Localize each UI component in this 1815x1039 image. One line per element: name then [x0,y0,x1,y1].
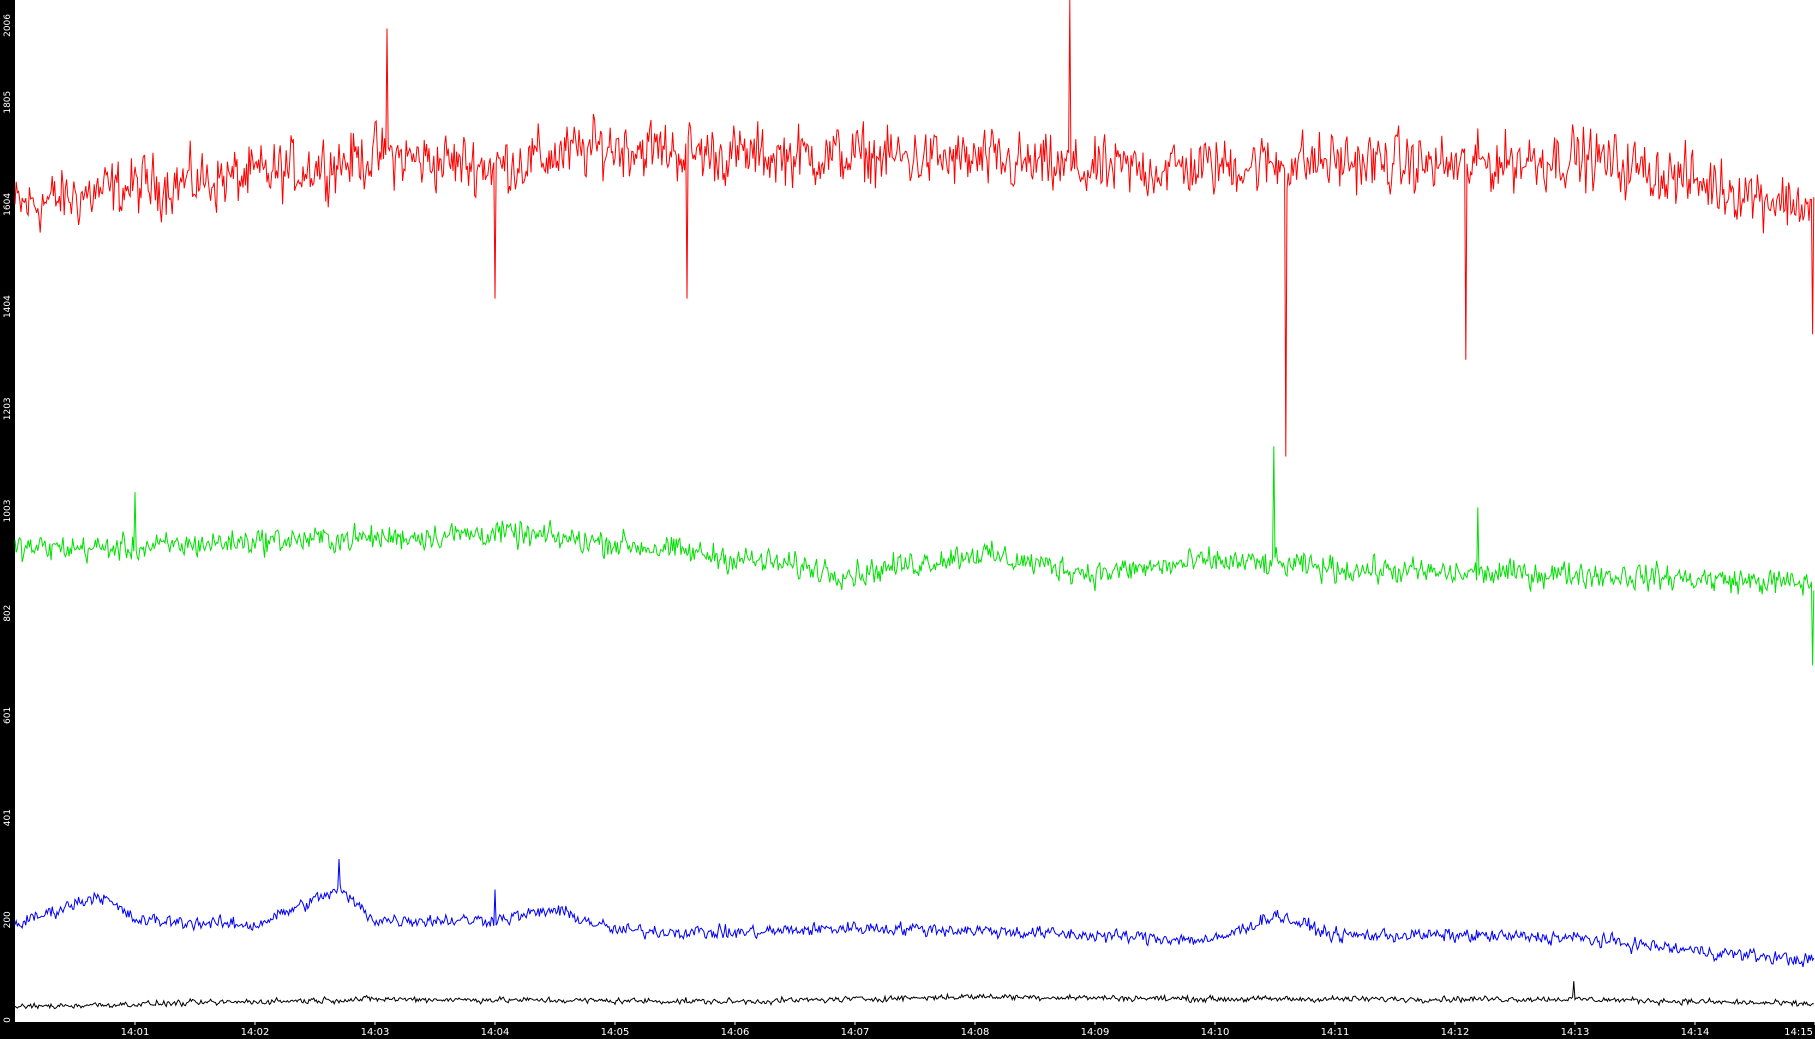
y-tick-label: 2006 [3,14,13,37]
series-line-1 [14,0,1815,457]
y-axis-band [0,0,15,1026]
x-tick-label: 14:06 [721,1027,750,1038]
x-tick-label: 14:04 [481,1027,510,1038]
x-tick-label: 14:10 [1201,1027,1230,1038]
y-tick-label: 1203 [3,397,13,420]
series-line-2 [14,446,1815,666]
y-axis-ticks: 0 200 401 601 802 1003 1203 1404 1604 1805 2006 [3,14,13,1023]
y-tick-label: 1404 [3,295,13,318]
y-tick-label: 401 [3,809,13,826]
x-tick-label: 14:02 [241,1027,270,1038]
x-tick-label: 14:01 [121,1027,150,1038]
y-tick-label: 1805 [3,91,13,114]
x-tick-label: 14:14 [1681,1027,1710,1038]
x-tick-label: 14:11 [1321,1027,1350,1038]
y-tick-label: 601 [3,707,13,724]
x-tick-label: 14:03 [361,1027,390,1038]
x-axis-ticks: 14:01 14:02 14:03 14:04 14:05 14:06 14:07 14:08… [121,1022,1815,1038]
series-line-4 [14,981,1814,1010]
y-tick-label: 0 [3,1017,13,1023]
y-tick-label: 1003 [3,500,13,523]
x-tick-label: 14:07 [841,1027,870,1038]
series-layer [14,0,1815,1010]
x-tick-label: 14:15 [1784,1027,1813,1038]
y-tick-label: 802 [3,605,13,622]
x-tick-label: 14:05 [601,1027,630,1038]
x-tick-label: 14:13 [1561,1027,1590,1038]
series-line-3 [14,858,1815,968]
x-axis-band [0,1022,1815,1039]
x-tick-label: 14:12 [1441,1027,1470,1038]
y-tick-label: 200 [3,911,13,928]
x-tick-label: 14:08 [961,1027,990,1038]
x-tick-label: 14:09 [1081,1027,1110,1038]
y-tick-label: 1604 [3,193,13,216]
